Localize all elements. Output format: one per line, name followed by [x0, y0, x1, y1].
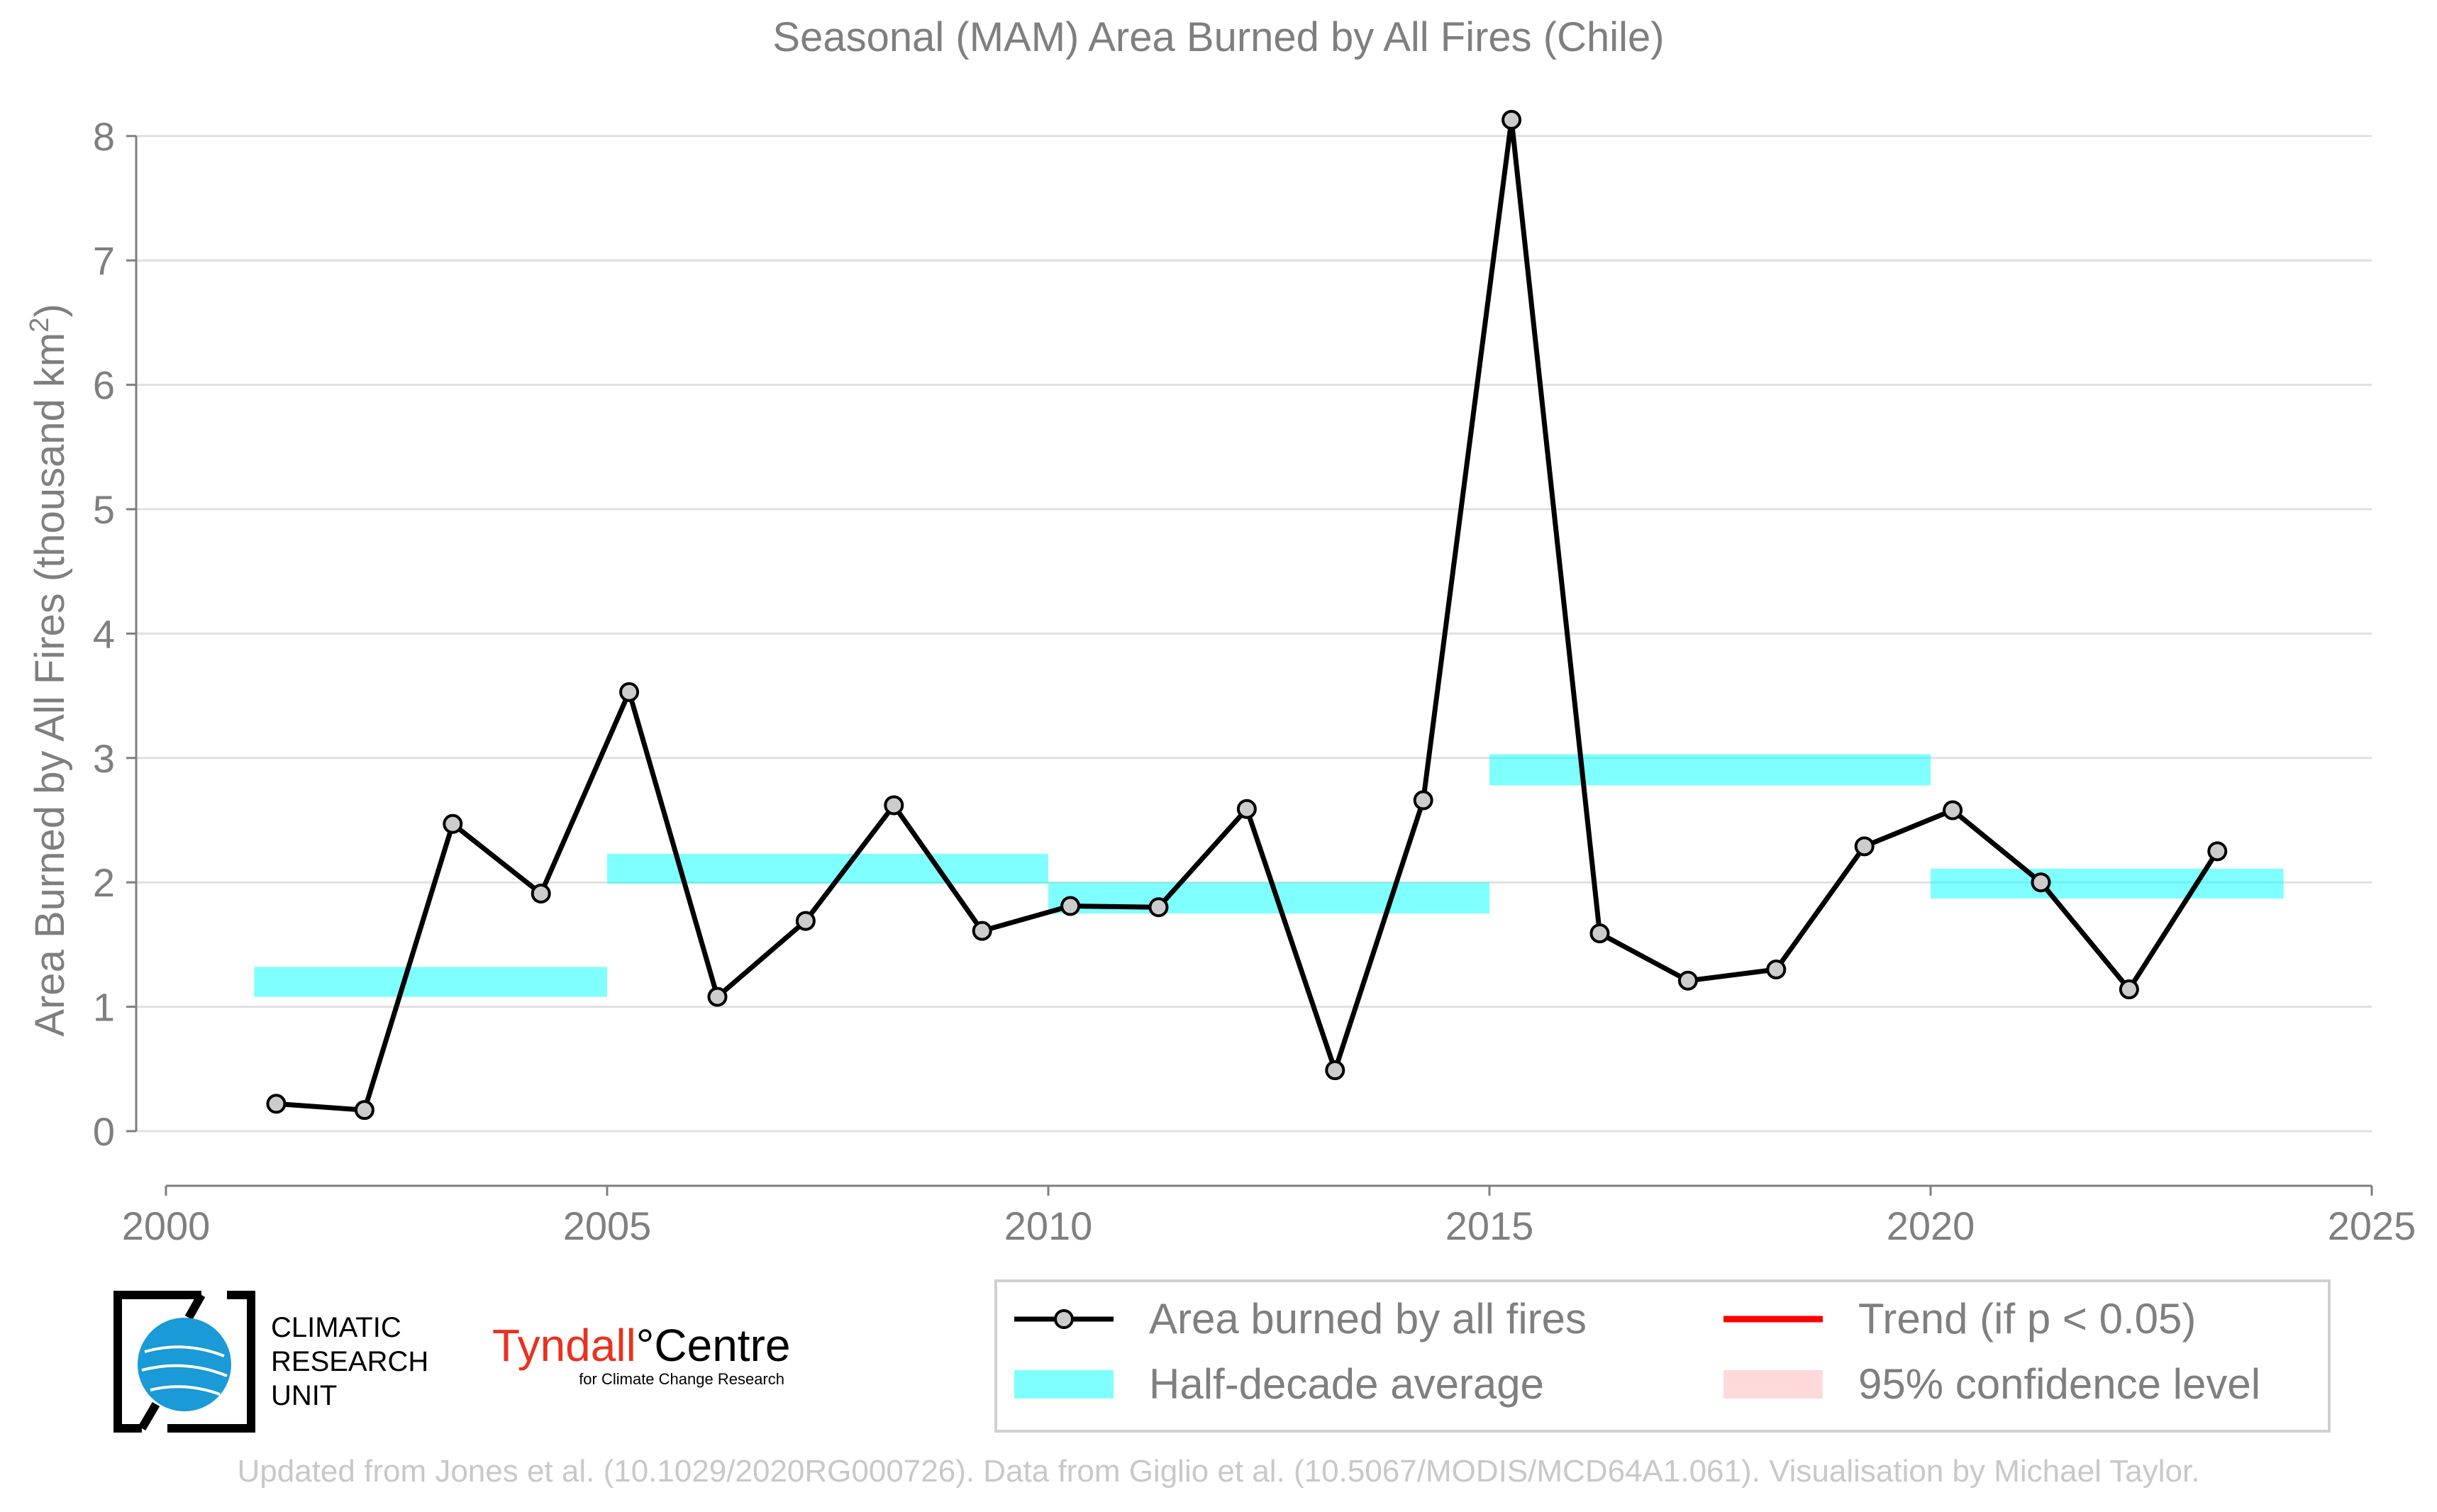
- data-point-2021.25: [2031, 872, 2051, 893]
- half-decade-band-2: [607, 853, 1048, 884]
- cru-line-1: CLIMATIC: [271, 1312, 401, 1343]
- y-tick-label-0: 0: [93, 1109, 115, 1154]
- y-tick-label-2: 2: [93, 860, 115, 905]
- data-point-2004.25: [531, 883, 551, 904]
- tyndall-subtitle: for Climate Change Research: [579, 1370, 784, 1388]
- tyndall-wordmark: Tyndall°Centre: [492, 1321, 790, 1370]
- y-tick-label-3: 3: [93, 736, 115, 781]
- footer-credit: Updated from Jones et al. (10.1029/2020R…: [237, 1454, 2200, 1489]
- data-point-2009.25: [972, 921, 992, 941]
- y-tick-label-7: 7: [93, 238, 115, 283]
- legend-half-decade-average-swatch: [1014, 1370, 1114, 1399]
- legend-area-burned-by-all-fires-marker: [1054, 1309, 1074, 1329]
- data-point-2017.25: [1677, 970, 1698, 991]
- cru-line-3: UNIT: [271, 1380, 338, 1411]
- data-point-2014.25: [1413, 790, 1433, 811]
- chart-title: Seasonal (MAM) Area Burned by All Fires …: [772, 14, 1664, 60]
- y-axis-label: Area Burned by All Fires (thousand km2): [25, 304, 73, 1036]
- data-point-2023.25: [2207, 841, 2228, 862]
- data-point-2020.25: [1943, 800, 1963, 821]
- half-decade-band-5: [1931, 868, 2284, 899]
- legend-95-confidence-level-label: 95% confidence level: [1858, 1360, 2260, 1408]
- y-tick-label-4: 4: [93, 611, 115, 656]
- y-tick-label-8: 8: [93, 114, 115, 159]
- half-decade-band-1: [254, 967, 607, 997]
- cru-emblem-icon: [113, 1291, 255, 1433]
- tyndall-logo: Tyndall°Centre for Climate Change Resear…: [492, 1321, 790, 1399]
- series-line: [276, 117, 2220, 1113]
- data-point-2002.25: [354, 1100, 374, 1121]
- half-decade-band-4: [1489, 754, 1931, 786]
- gridlines: [136, 135, 2372, 1133]
- tyndall-name: Tyndall: [492, 1320, 636, 1371]
- legend-95-confidence-level-swatch: [1723, 1370, 1823, 1399]
- legend: Area burned by all fires Trend (if p < 0.…: [994, 1279, 2331, 1433]
- data-point-2018.25: [1766, 959, 1787, 979]
- series-area-burned: [266, 109, 2228, 1121]
- data-point-2005.25: [619, 682, 640, 702]
- y-tick-label-6: 6: [93, 363, 115, 408]
- tyndall-degree: °: [635, 1320, 655, 1371]
- data-point-2015.25: [1501, 109, 1522, 130]
- data-point-2013.25: [1325, 1060, 1345, 1081]
- legend-trend-if-p-0-05-label: Trend (if p < 0.05): [1858, 1295, 2196, 1343]
- data-point-2019.25: [1854, 836, 1875, 857]
- x-tick-label-2000: 2000: [122, 1204, 211, 1248]
- data-point-2012.25: [1236, 799, 1257, 819]
- data-point-2011.25: [1148, 897, 1169, 918]
- x-tick-label-2025: 2025: [2328, 1204, 2416, 1248]
- data-point-2003.25: [443, 813, 463, 834]
- data-point-2006.25: [707, 986, 728, 1007]
- legend-half-decade-average-label: Half-decade average: [1149, 1360, 1544, 1408]
- x-tick-label-2020: 2020: [1887, 1204, 1975, 1248]
- x-tick-label-2005: 2005: [563, 1204, 652, 1248]
- axes: 0 1 2 3 4 5 6 7 8 2000 2005 2010 2015 2020 2025: [93, 114, 2416, 1248]
- legend-area-burned-by-all-fires-label: Area burned by all fires: [1149, 1295, 1587, 1343]
- data-point-2008.25: [884, 795, 904, 816]
- data-point-2001.25: [266, 1094, 287, 1114]
- x-tick-label-2015: 2015: [1445, 1204, 1534, 1248]
- cru-name: CLIMATIC RESEARCH UNIT: [271, 1311, 428, 1413]
- data-point-2016.25: [1589, 923, 1610, 944]
- data-point-2010.25: [1060, 896, 1081, 916]
- data-point-2007.25: [795, 911, 816, 931]
- tyndall-centre: Centre: [654, 1320, 791, 1371]
- cru-logo: CLIMATIC RESEARCH UNIT: [113, 1291, 454, 1433]
- x-tick-label-2010: 2010: [1004, 1204, 1093, 1248]
- y-tick-label-5: 5: [93, 487, 115, 532]
- legend-frame: [994, 1279, 2331, 1433]
- y-tick-label-1: 1: [93, 985, 115, 1030]
- cru-line-2: RESEARCH: [271, 1346, 429, 1377]
- data-point-2022.25: [2119, 979, 2139, 1000]
